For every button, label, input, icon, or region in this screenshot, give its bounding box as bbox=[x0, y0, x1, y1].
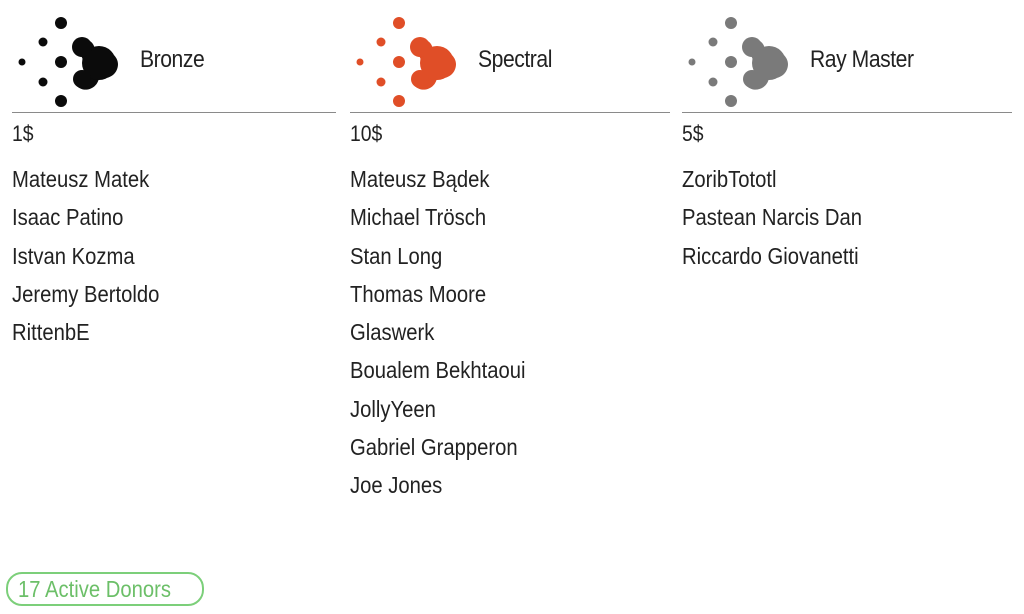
donor-name: Istvan Kozma bbox=[12, 242, 135, 269]
tier-name: Ray Master bbox=[810, 46, 914, 73]
donor-name: Joe Jones bbox=[350, 472, 443, 499]
donor-name: Michael Trösch bbox=[350, 204, 487, 231]
tier-header: Ray Master bbox=[682, 10, 1012, 113]
tier-name: Spectral bbox=[478, 46, 552, 73]
donor-name: ZoribTototl bbox=[682, 166, 777, 192]
tier-header: Bronze bbox=[12, 10, 336, 113]
donor-list: Mateusz Matek Isaac Patino Istvan Kozma … bbox=[12, 163, 336, 354]
donor-name: Stan Long bbox=[350, 242, 443, 269]
tier-name: Bronze bbox=[140, 46, 205, 73]
tier-spectral: Spectral 10$ Mateusz Bądek Michael Trösc… bbox=[350, 10, 670, 508]
tier-header: Spectral bbox=[350, 10, 670, 113]
tier-price: 10$ bbox=[350, 121, 383, 146]
molecule-icon bbox=[18, 17, 118, 107]
donor-name: JollyYeen bbox=[350, 395, 436, 422]
donor-name: Gabriel Grapperon bbox=[350, 434, 518, 461]
donor-name: Isaac Patino bbox=[12, 204, 124, 231]
molecule-icon bbox=[356, 17, 456, 107]
donor-name: Mateusz Matek bbox=[12, 166, 150, 192]
molecule-icon bbox=[688, 17, 788, 107]
donor-name: Riccardo Giovanetti bbox=[682, 242, 859, 269]
tier-price: 5$ bbox=[682, 121, 704, 146]
donor-name: Pastean Narcis Dan bbox=[682, 204, 863, 231]
donor-name: Thomas Moore bbox=[350, 280, 487, 307]
donor-name: Mateusz Bądek bbox=[350, 166, 490, 192]
donor-name: RittenbE bbox=[12, 319, 90, 346]
donor-name: Boualem Bekhtaoui bbox=[350, 357, 526, 384]
tier-price: 1$ bbox=[12, 121, 34, 146]
tier-ray-master: Ray Master 5$ ZoribTototl Pastean Narcis… bbox=[682, 10, 1012, 278]
donor-list: ZoribTototl Pastean Narcis Dan Riccardo … bbox=[682, 163, 1012, 278]
active-donors-label: 17 Active Donors bbox=[18, 576, 172, 602]
donor-name: Glaswerk bbox=[350, 319, 435, 346]
tier-bronze: Bronze 1$ Mateusz Matek Isaac Patino Ist… bbox=[12, 10, 336, 354]
donor-name: Jeremy Bertoldo bbox=[12, 280, 160, 307]
donor-list: Mateusz Bądek Michael Trösch Stan Long T… bbox=[350, 163, 670, 508]
active-donors-badge: 17 Active Donors bbox=[6, 572, 204, 606]
